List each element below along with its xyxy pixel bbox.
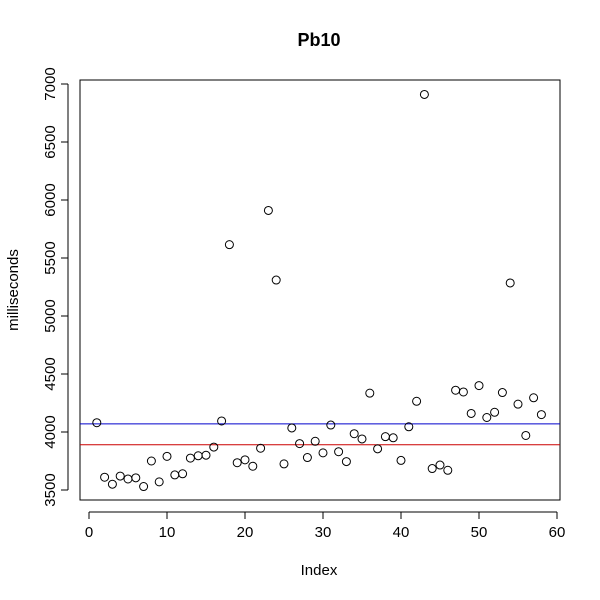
data-point — [162, 451, 172, 461]
y-tick-label: 3500 — [42, 473, 59, 506]
data-point — [529, 393, 539, 403]
data-point — [466, 408, 476, 418]
data-point — [139, 482, 149, 492]
data-point — [474, 381, 484, 391]
data-point — [224, 240, 234, 250]
data-point — [107, 479, 117, 489]
y-tick-label: 6000 — [42, 183, 59, 216]
x-axis: 0 10 20 30 40 50 60 — [85, 511, 566, 541]
y-tick-label: 7000 — [42, 67, 59, 100]
data-point — [419, 89, 429, 99]
data-point — [435, 460, 445, 470]
y-tick-label: 5500 — [42, 241, 59, 274]
data-point — [146, 456, 156, 466]
data-point — [295, 439, 305, 449]
data-point — [263, 205, 273, 215]
y-tick-label: 4500 — [42, 357, 59, 390]
data-point — [209, 442, 219, 452]
data-point — [154, 477, 164, 487]
data-point — [302, 453, 312, 463]
y-axis: 3500 4000 4500 5000 5500 6000 6500 7000 — [42, 67, 69, 507]
x-tick-label: 60 — [549, 524, 566, 541]
data-point — [240, 455, 250, 465]
x-tick-label: 50 — [471, 524, 488, 541]
data-point — [131, 473, 141, 483]
data-point — [349, 429, 359, 439]
data-point — [458, 387, 468, 397]
data-point — [482, 413, 492, 422]
data-point — [279, 459, 289, 469]
y-tick-label: 6500 — [42, 125, 59, 158]
reference-lines — [80, 423, 560, 446]
data-point — [357, 434, 367, 444]
data-point — [412, 396, 422, 406]
y-tick-label: 5000 — [42, 299, 59, 332]
data-point — [115, 471, 125, 481]
data-point — [505, 278, 515, 288]
data-point — [334, 447, 344, 457]
data-point — [92, 418, 102, 428]
data-point — [388, 433, 398, 443]
data-point — [271, 275, 281, 285]
data-points — [92, 89, 546, 492]
x-tick-label: 10 — [159, 524, 176, 541]
x-tick-label: 40 — [393, 524, 410, 541]
data-point — [443, 465, 453, 475]
data-point — [451, 385, 461, 395]
data-point — [193, 451, 203, 461]
data-point — [248, 461, 258, 471]
data-point — [256, 443, 266, 453]
data-point — [373, 444, 383, 454]
data-point — [341, 457, 351, 467]
data-point — [287, 423, 297, 433]
x-tick-label: 20 — [237, 524, 254, 541]
x-tick-label: 0 — [85, 524, 93, 541]
data-point — [232, 458, 242, 468]
data-point — [513, 399, 523, 409]
data-point — [380, 432, 390, 442]
data-point — [536, 410, 546, 420]
data-point — [170, 470, 180, 480]
data-point — [201, 450, 211, 460]
data-point — [318, 448, 328, 458]
data-point — [178, 469, 188, 479]
data-point — [310, 436, 320, 446]
data-point — [497, 388, 507, 398]
data-point — [326, 420, 336, 430]
data-point — [123, 474, 133, 484]
plot-frame — [79, 79, 561, 501]
data-point — [365, 388, 375, 398]
data-point — [100, 472, 110, 482]
data-point — [521, 430, 531, 440]
data-point — [185, 453, 195, 463]
chart-title: Pb10 — [297, 30, 340, 50]
x-axis-label: Index — [301, 562, 338, 579]
x-tick-label: 30 — [315, 524, 332, 541]
data-point — [217, 416, 227, 426]
data-point — [490, 407, 500, 417]
y-tick-label: 4000 — [42, 415, 59, 448]
data-point — [404, 422, 414, 432]
y-axis-label: milliseconds — [5, 249, 22, 331]
data-point — [396, 455, 406, 465]
data-point — [427, 464, 437, 474]
